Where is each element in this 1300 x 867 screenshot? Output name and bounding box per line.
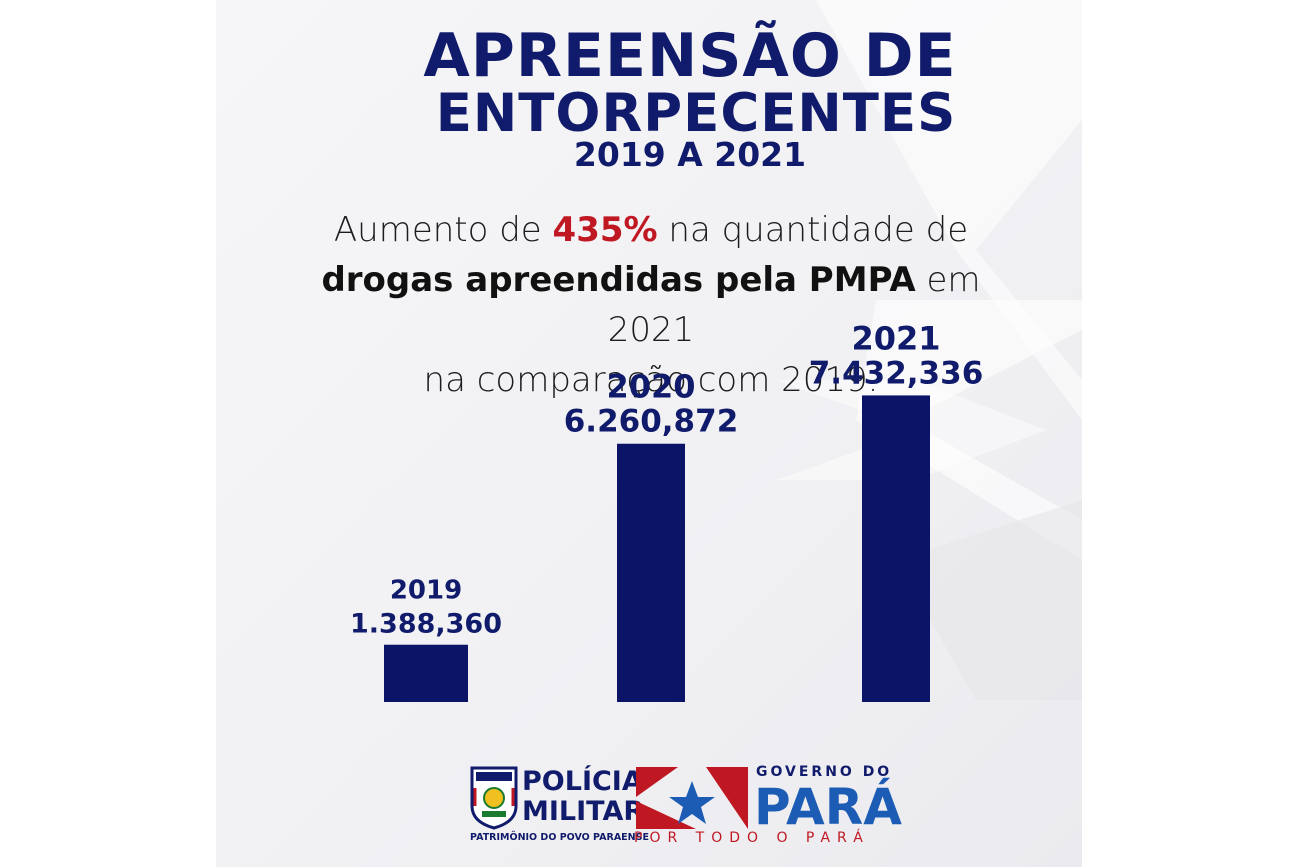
category-label-2020: 2020 — [606, 368, 695, 406]
gov-tagline: POR TODO O PARÁ — [634, 830, 870, 846]
increase-percent: 435% — [552, 210, 658, 250]
chart-title-line1: APREENSÃO DE — [423, 21, 957, 91]
category-label-2019: 2019 — [390, 576, 462, 606]
summary-part2: na quantidade de — [657, 210, 969, 250]
gov-line2: PARÁ — [754, 778, 902, 836]
bar-2020 — [617, 443, 685, 702]
summary-part1: Aumento de — [333, 210, 553, 250]
background-chevrons — [776, 0, 1082, 700]
summary-part3: em 2021 — [607, 260, 981, 350]
chart-title-line2: ENTORPECENTES — [435, 83, 957, 144]
value-label-2021: 7.432,336 — [809, 355, 984, 391]
summary-bold: drogas apreendidas pela PMPA — [321, 260, 916, 300]
chart-period: 2019 A 2021 — [573, 135, 807, 174]
category-label-2021: 2021 — [851, 319, 940, 357]
pm-tagline: PATRIMÔNIO DO POVO PARAENSE — [470, 832, 649, 843]
pm-shield-logo — [470, 766, 518, 830]
pm-line2: MILITAR — [522, 796, 645, 827]
bar-2021 — [862, 395, 930, 702]
infographic-card: APREENSÃO DE ENTORPECENTES 2019 A 2021 A… — [216, 0, 1082, 867]
value-label-2019: 1.388,360 — [350, 609, 502, 640]
gov-line1: GOVERNO DO — [756, 764, 893, 780]
summary-text: Aumento de 435% na quantidade de drogas … — [296, 205, 1006, 405]
value-label-2020: 6.260,872 — [564, 404, 739, 440]
pm-line1: POLÍCIA — [522, 766, 643, 797]
para-flag-logo — [636, 767, 748, 829]
summary-part4: na comparação com 2019. — [423, 360, 879, 400]
bar-2019 — [384, 644, 468, 702]
footer-logos: POLÍCIA MILITAR PATRIMÔNIO DO POVO PARAE… — [466, 762, 906, 852]
